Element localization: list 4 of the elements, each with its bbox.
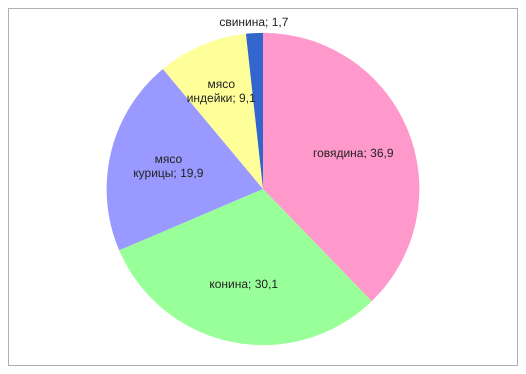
slice-label: свинина; 1,7 bbox=[219, 15, 288, 30]
slice-label: говядина; 36,9 bbox=[312, 146, 394, 160]
slice-label: мясо курицы; 19,9 bbox=[133, 152, 204, 180]
slice-label: конина; 30,1 bbox=[209, 277, 278, 292]
